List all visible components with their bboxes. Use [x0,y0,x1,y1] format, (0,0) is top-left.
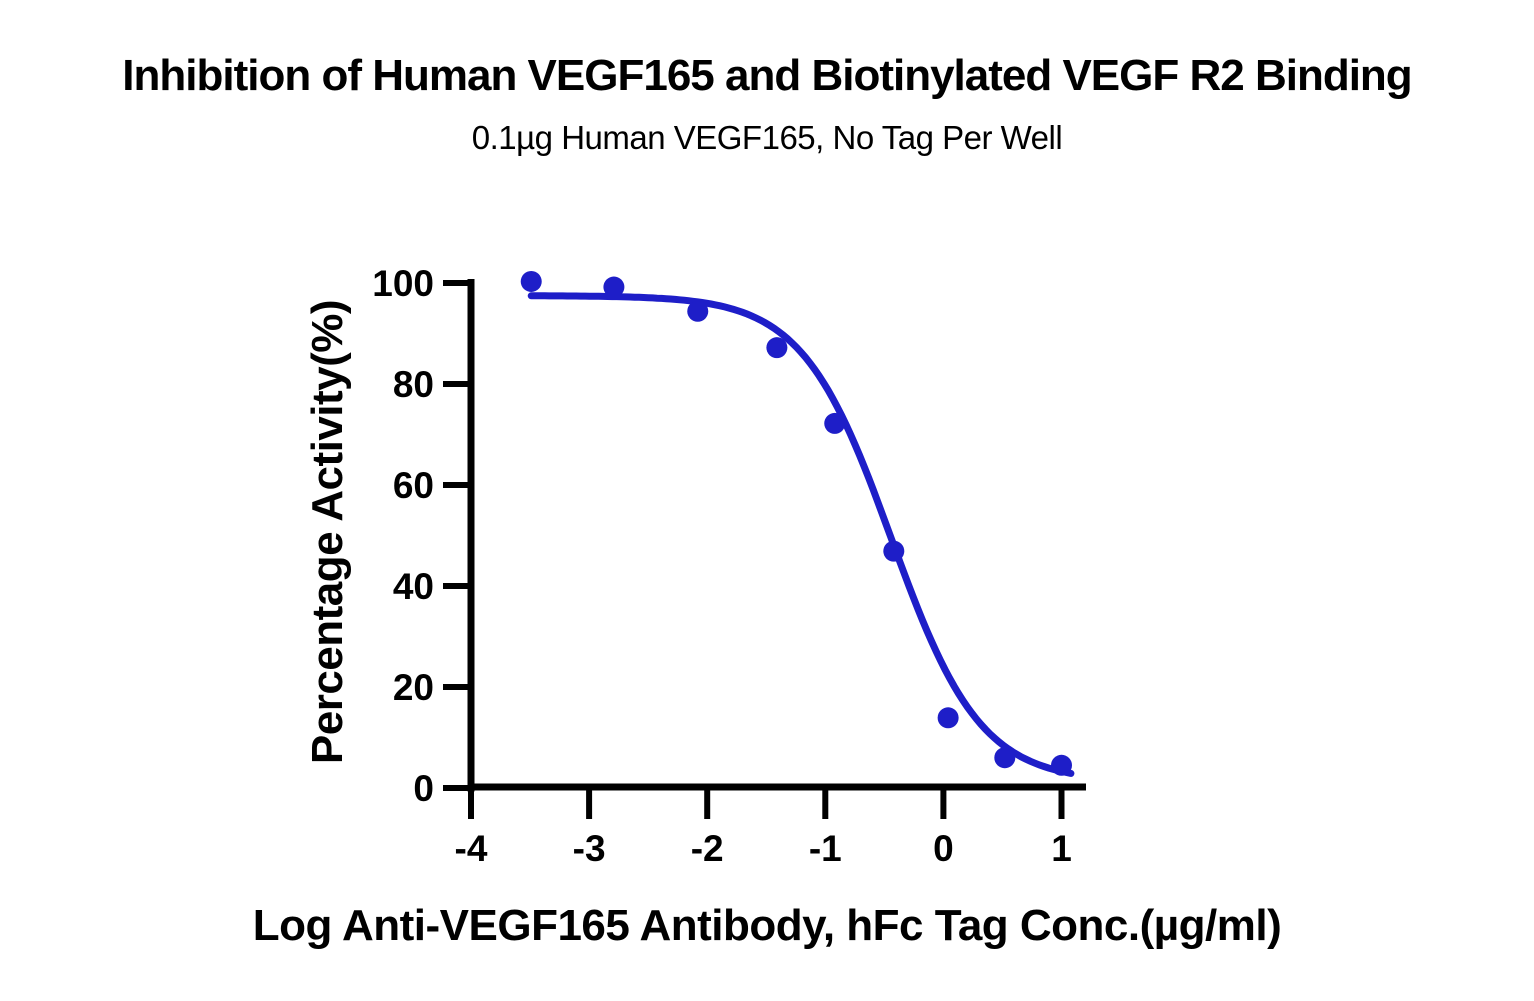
data-point [687,300,709,322]
chart-subtitle: 0.1µg Human VEGF165, No Tag Per Well [471,119,1063,156]
data-point [994,747,1016,769]
data-point [603,276,625,298]
y-tick-label: 40 [393,566,434,607]
x-tick-label: 0 [933,828,954,869]
data-points [520,270,1072,776]
axes [467,279,1086,792]
data-point [520,270,542,292]
fit-curve [527,292,1075,777]
x-tick-label: -2 [691,828,724,869]
data-point [766,337,788,359]
y-tick-label: 60 [393,465,434,506]
y-tick-label: 100 [372,263,434,304]
x-tick-label: -1 [809,828,842,869]
tick-marks [443,280,1065,819]
x-tick-label: -4 [455,828,488,869]
chart-title: Inhibition of Human VEGF165 and Biotinyl… [122,51,1412,100]
x-tick-label: -3 [573,828,606,869]
x-tick-label: 1 [1051,828,1072,869]
data-point [824,412,846,434]
x-axis-label: Log Anti-VEGF165 Antibody, hFc Tag Conc.… [252,901,1282,950]
data-point [937,707,959,729]
y-tick-label: 20 [393,667,434,708]
y-tick-label: 0 [413,768,434,809]
y-tick-label: 80 [393,364,434,405]
data-point [1051,754,1072,776]
data-point [883,540,905,562]
